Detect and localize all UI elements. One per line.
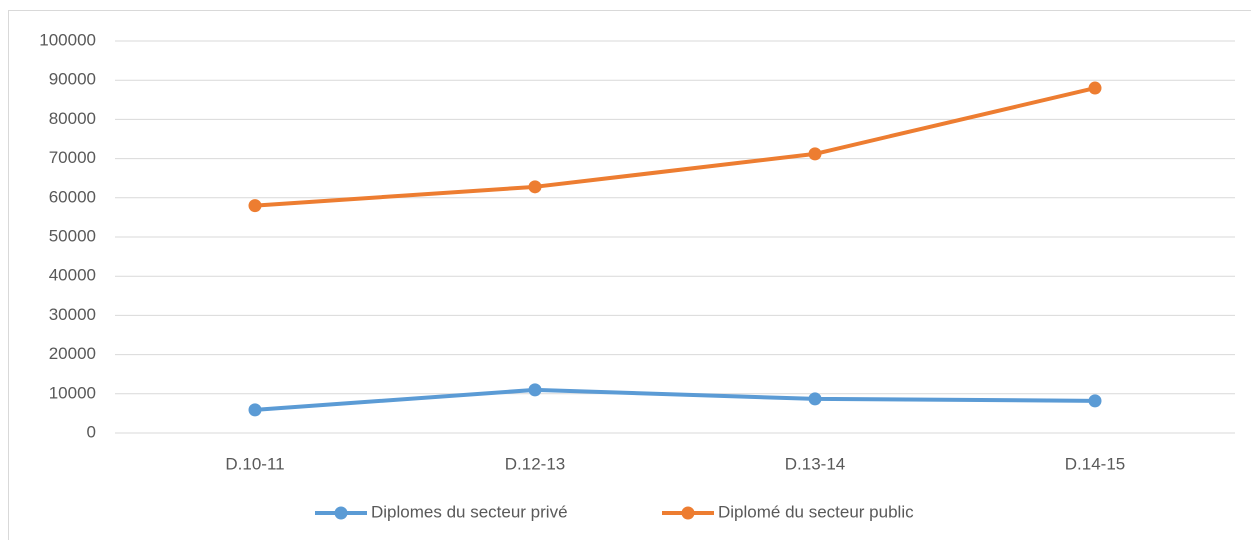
data-point	[1088, 394, 1102, 408]
x-tick-label: D.14-15	[1065, 454, 1125, 473]
x-tick-label: D.10-11	[225, 454, 284, 473]
legend-label: Diplomé du secteur public	[718, 502, 914, 521]
y-tick-label: 70000	[49, 148, 96, 167]
x-tick-label: D.12-13	[505, 454, 565, 473]
legend-marker	[334, 506, 348, 520]
data-point	[528, 180, 542, 194]
y-tick-label: 40000	[49, 266, 96, 285]
y-tick-label: 100000	[39, 30, 96, 49]
y-tick-label: 0	[87, 422, 96, 441]
data-point	[1088, 81, 1102, 95]
y-tick-label: 20000	[49, 344, 96, 363]
y-tick-label: 30000	[49, 305, 96, 324]
legend-label: Diplomes du secteur privé	[371, 502, 568, 521]
data-point	[248, 199, 262, 213]
y-tick-label: 90000	[49, 70, 96, 89]
data-point	[528, 383, 542, 397]
data-point	[808, 392, 822, 406]
series-line	[254, 86, 1096, 208]
y-tick-label: 10000	[49, 383, 96, 402]
y-tick-label: 80000	[49, 109, 96, 128]
data-point	[808, 147, 822, 161]
series-line	[254, 387, 1096, 412]
data-point	[248, 403, 262, 417]
y-tick-label: 60000	[49, 187, 96, 206]
x-tick-label: D.13-14	[785, 454, 845, 473]
y-tick-label: 50000	[49, 226, 96, 245]
legend-marker	[681, 506, 695, 520]
